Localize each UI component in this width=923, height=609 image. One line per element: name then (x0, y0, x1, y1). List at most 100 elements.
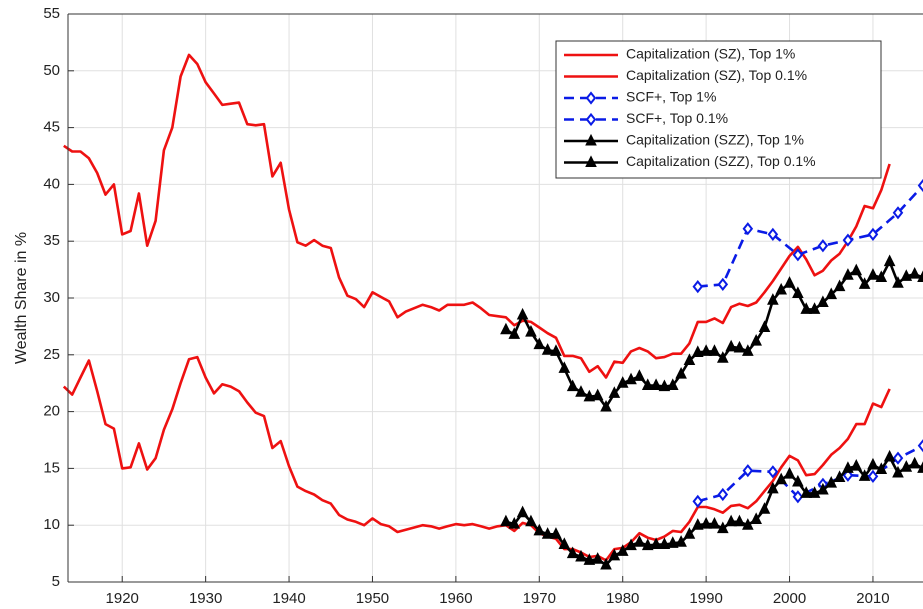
marker (683, 353, 696, 365)
marker (908, 267, 921, 279)
y-tick-label: 10 (43, 516, 60, 533)
x-tick-label: 1920 (106, 590, 139, 607)
marker (558, 537, 571, 550)
marker (717, 277, 729, 291)
x-tick-label: 1980 (606, 590, 639, 607)
marker (658, 379, 671, 392)
series-line (697, 444, 923, 503)
marker (742, 464, 754, 478)
marker (708, 516, 721, 529)
legend-label: Capitalization (SZ), Top 0.1% (626, 67, 807, 83)
marker (817, 482, 829, 495)
marker (583, 389, 596, 402)
marker (585, 133, 597, 146)
y-tick-label: 15 (43, 459, 60, 476)
marker (716, 521, 729, 534)
marker (817, 239, 829, 253)
marker (767, 227, 779, 241)
marker (691, 518, 704, 530)
x-tick-label: 1950 (356, 590, 389, 607)
marker (850, 263, 863, 276)
marker (641, 538, 654, 551)
marker (625, 372, 637, 385)
marker (783, 276, 796, 288)
legend-box (555, 40, 882, 179)
marker (892, 451, 904, 465)
marker (508, 516, 521, 529)
marker (883, 449, 896, 462)
marker (708, 344, 721, 356)
marker (775, 472, 788, 485)
marker (600, 399, 612, 412)
marker (550, 344, 562, 356)
marker (675, 366, 687, 379)
marker (516, 505, 529, 518)
marker (591, 552, 604, 564)
x-tick-label: 1970 (523, 590, 556, 607)
legend-label: Capitalization (SZZ), Top 1% (626, 132, 804, 148)
marker (608, 548, 621, 561)
marker (808, 302, 821, 314)
marker (758, 502, 771, 514)
marker (541, 343, 554, 355)
marker (550, 527, 562, 539)
marker (892, 206, 904, 220)
marker (867, 268, 879, 280)
series-line (697, 184, 923, 288)
marker (600, 557, 612, 570)
marker (867, 457, 879, 470)
marker (650, 537, 662, 550)
marker (917, 178, 923, 193)
marker (767, 481, 779, 494)
marker (883, 254, 896, 267)
marker (608, 386, 621, 398)
marker (533, 523, 546, 536)
marker (716, 351, 729, 363)
legend-label: SCF+, Top 1% (626, 89, 716, 105)
y-tick-label: 30 (43, 289, 60, 306)
marker (575, 385, 587, 397)
x-tick-label: 2010 (856, 590, 889, 607)
marker (767, 293, 779, 305)
marker (675, 535, 687, 547)
series-line (62, 355, 891, 562)
x-tick-label: 1960 (439, 590, 472, 607)
y-tick-label: 20 (43, 403, 60, 420)
marker (800, 486, 813, 498)
x-tick-label: 2000 (773, 590, 806, 607)
marker (767, 465, 779, 479)
marker (758, 320, 771, 333)
marker (842, 233, 854, 247)
marker (585, 155, 597, 167)
legend-label: SCF+, Top 0.1% (626, 110, 728, 126)
marker (825, 287, 838, 300)
marker (833, 279, 846, 292)
marker (633, 535, 646, 547)
marker (666, 378, 679, 390)
marker (792, 490, 804, 504)
marker (858, 277, 871, 289)
marker (842, 268, 854, 280)
marker (742, 222, 754, 236)
marker (566, 546, 579, 559)
marker (792, 474, 804, 487)
marker (892, 276, 904, 288)
y-tick-label: 35 (43, 232, 60, 249)
marker (867, 469, 879, 483)
marker (783, 466, 796, 479)
marker (500, 322, 512, 335)
marker (808, 486, 821, 498)
marker (666, 536, 679, 548)
marker (917, 461, 923, 473)
marker (691, 345, 704, 358)
marker (692, 494, 704, 508)
marker (750, 512, 762, 525)
marker (742, 344, 754, 356)
marker (725, 514, 737, 527)
marker (525, 324, 537, 337)
marker (566, 379, 579, 392)
marker (833, 470, 846, 482)
marker (683, 527, 696, 539)
marker (900, 460, 913, 472)
